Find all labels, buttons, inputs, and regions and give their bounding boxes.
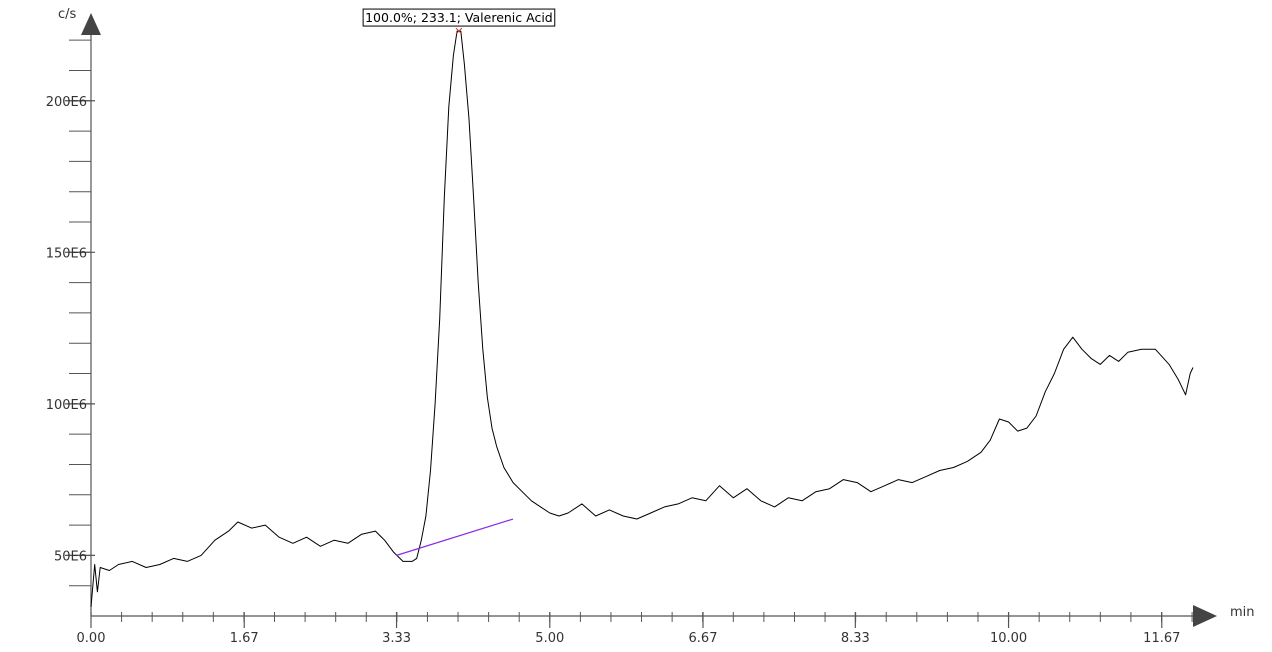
peak-label-box bbox=[362, 8, 556, 27]
x-tick-label: 3.33 bbox=[382, 631, 411, 646]
y-tick-label: 100E6 bbox=[46, 398, 87, 413]
x-ticks: 0.00 1.67 3.33 5.00 6.67 8.33 10.00 11.67 bbox=[77, 612, 1193, 646]
x-tick-label: 0.00 bbox=[77, 631, 106, 646]
y-ticks: 50E6 100E6 150E6 200E6 bbox=[46, 39, 95, 587]
annotations: 100.0%; 233.1; Valerenic Acid bbox=[362, 8, 556, 35]
x-tick-label: 11.67 bbox=[1143, 631, 1180, 646]
series-group bbox=[90, 30, 1194, 607]
peak-label: 100.0%; 233.1; Valerenic Acid bbox=[365, 10, 553, 25]
chromatogram-trace bbox=[90, 30, 1194, 607]
x-tick-label: 8.33 bbox=[841, 631, 870, 646]
y-tick-label: 150E6 bbox=[46, 246, 87, 261]
axes bbox=[81, 13, 1217, 627]
y-axis-arrow bbox=[81, 13, 101, 35]
y-tick-label: 50E6 bbox=[54, 549, 87, 564]
y-axis-label: c/s bbox=[58, 7, 77, 22]
x-tick-label: 1.67 bbox=[230, 631, 259, 646]
peak-apex-marker bbox=[455, 27, 463, 35]
x-axis-arrow bbox=[1193, 605, 1217, 627]
x-tick-label: 5.00 bbox=[535, 631, 564, 646]
x-tick-label: 6.67 bbox=[689, 631, 718, 646]
x-tick-label: 10.00 bbox=[990, 631, 1027, 646]
peak-baseline bbox=[396, 518, 514, 556]
y-tick-label: 200E6 bbox=[46, 95, 87, 110]
x-axis-label: min bbox=[1230, 605, 1255, 620]
